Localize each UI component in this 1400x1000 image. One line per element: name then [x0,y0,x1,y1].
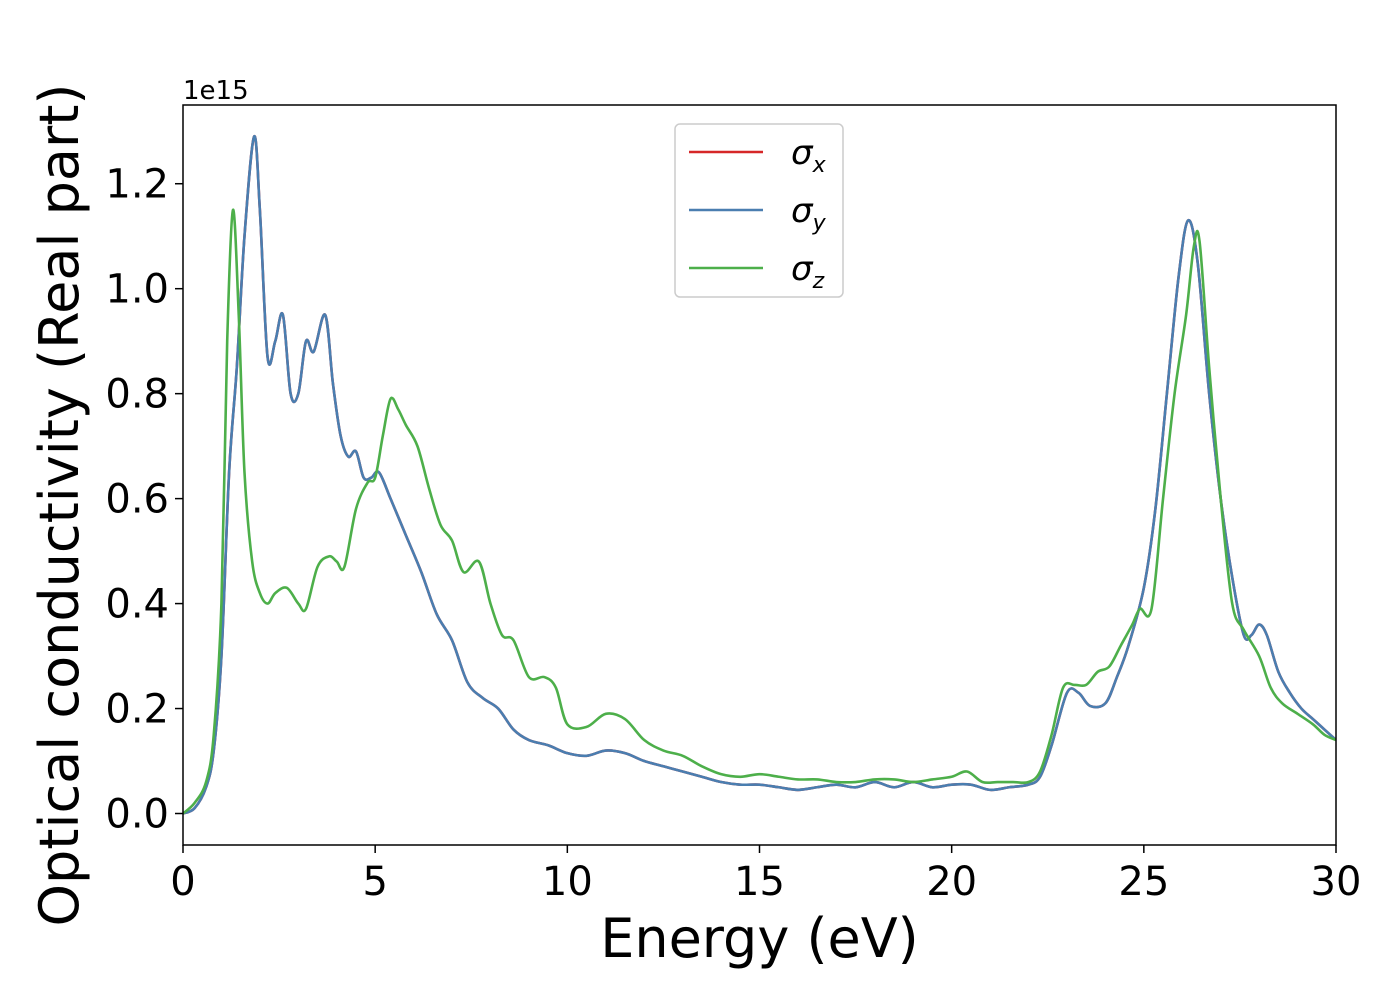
series-line-z [183,208,1336,815]
x-tick-label: 15 [734,859,785,905]
y-tick-label: 1.0 [105,267,169,313]
x-tick-label: 5 [362,859,387,905]
y-axis-ticks: 0.0 0.2 0.4 0.6 0.8 1.0 1.2 [105,162,183,838]
x-axis-label: Energy (eV) [600,907,919,970]
y-tick-label: 1.2 [105,162,169,208]
legend-label-y: σy [791,191,827,236]
y-axis-offset-text: 1e15 [183,76,249,106]
series-layer [183,135,1336,815]
legend: σx σy σz [674,123,844,298]
legend-label-x: σx [791,133,827,178]
y-tick-label: 0.8 [105,372,169,418]
legend-label-z: σz [791,249,825,294]
x-axis-ticks: 0 5 10 15 20 25 30 [170,845,1361,905]
series-line-y [183,135,1336,815]
y-tick-label: 0.0 [105,792,169,838]
x-tick-label: 20 [926,859,977,905]
x-tick-label: 0 [170,859,195,905]
y-tick-label: 0.4 [105,582,169,628]
y-tick-label: 0.6 [105,477,169,523]
x-tick-label: 10 [542,859,593,905]
y-axis-label: Optical conductivity (Real part) [28,84,91,927]
x-tick-label: 25 [1118,859,1169,905]
y-tick-label: 0.2 [105,687,169,733]
x-tick-label: 30 [1311,859,1362,905]
